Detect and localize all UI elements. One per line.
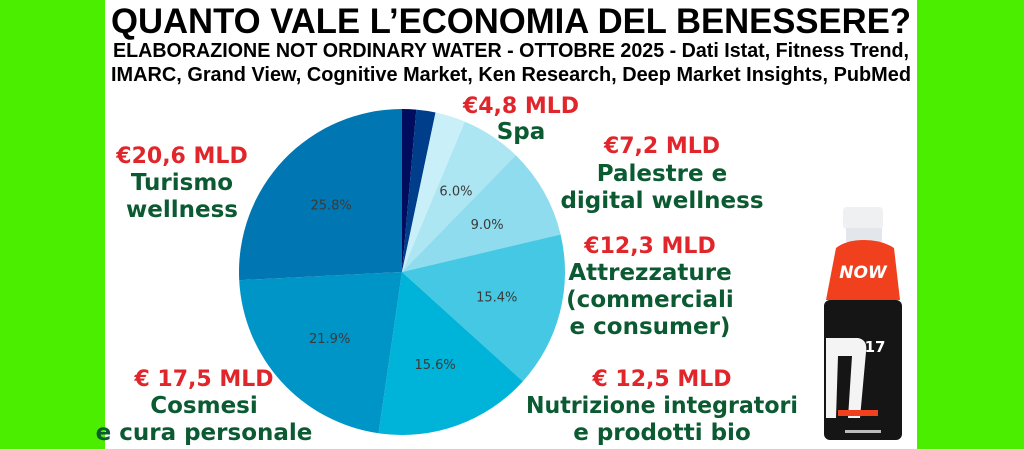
pie-slice: [402, 109, 417, 272]
product-text-band: [845, 430, 881, 433]
pie-slice: [402, 155, 561, 272]
annotation-label: e prodotti bio: [573, 420, 751, 446]
brand-logo: NOW: [839, 263, 888, 283]
annotation-value: € 12,5 MLD: [591, 367, 731, 392]
annotation-label: e cura personale: [96, 420, 313, 446]
pie-slice: [402, 112, 465, 273]
bottle-orange-label: [826, 240, 900, 300]
annotation-label: (commerciali: [566, 287, 734, 313]
pie-slice: [402, 121, 516, 272]
annotation-value: €7,2 MLD: [603, 134, 720, 159]
annotation-label: Cosmesi: [150, 393, 258, 419]
subtitle-line-2: IMARC, Grand View, Cognitive Market, Ken…: [111, 64, 911, 86]
annotation-turismo: €20,6 MLD Turismo wellness: [115, 144, 247, 223]
pie-percent-label: 21.9%: [309, 332, 350, 347]
pie-percent-label: 6.0%: [439, 184, 472, 199]
pie-slice: [378, 272, 523, 435]
pie-slice: [402, 109, 436, 272]
annotation-label: Palestre e: [597, 161, 727, 187]
pie-percent-label: 15.6%: [414, 358, 455, 373]
bottle-neck: [846, 228, 882, 242]
annotation-label: Nutrizione integratori: [526, 393, 798, 419]
annotation-label: Spa: [497, 119, 546, 145]
subtitle-line-1: ELABORAZIONE NOT ORDINARY WATER - OTTOBR…: [113, 40, 909, 62]
bottle-cap: [843, 207, 883, 229]
annotation-label: e consumer): [570, 314, 731, 340]
annotation-label: Turismo: [131, 170, 233, 196]
pie-slice: [239, 272, 402, 434]
annotation-nutrizione: € 12,5 MLD Nutrizione integratori e prod…: [526, 367, 798, 446]
pie-chart: [238, 109, 565, 435]
annotation-label: Attrezzature: [568, 260, 731, 286]
annotation-value: € 17,5 MLD: [133, 367, 273, 392]
annotation-spa: €4,8 MLD Spa: [462, 94, 579, 145]
page-title: QUANTO VALE L’ECONOMIA DEL BENESSERE?: [111, 2, 911, 41]
protein-amount-logo: 17: [865, 338, 886, 356]
pie-percent-label: 15.4%: [476, 290, 517, 305]
annotation-value: €12,3 MLD: [583, 234, 715, 259]
pie-percent-label: 9.0%: [471, 218, 504, 233]
annotation-attrezzature: €12,3 MLD Attrezzature (commerciali e co…: [566, 234, 734, 340]
flavor-band: [838, 410, 878, 416]
pie-percent-label: 25.8%: [310, 199, 351, 214]
bottle-graphic: [826, 338, 867, 418]
annotation-cosmesi: € 17,5 MLD Cosmesi e cura personale: [96, 367, 313, 446]
pie-slice: [238, 109, 402, 281]
annotation-palestre: €7,2 MLD Palestre e digital wellness: [560, 134, 763, 214]
annotation-label: digital wellness: [560, 188, 763, 214]
pie-slice: [402, 234, 565, 382]
annotation-value: €20,6 MLD: [115, 144, 247, 169]
annotation-value: €4,8 MLD: [462, 94, 579, 119]
pie-percent-labels: 6.0% 9.0% 15.4% 15.6% 21.9% 25.8%: [309, 184, 517, 373]
protein-water-bottle-image: NOW 17: [824, 207, 902, 440]
annotation-label: wellness: [126, 197, 238, 223]
